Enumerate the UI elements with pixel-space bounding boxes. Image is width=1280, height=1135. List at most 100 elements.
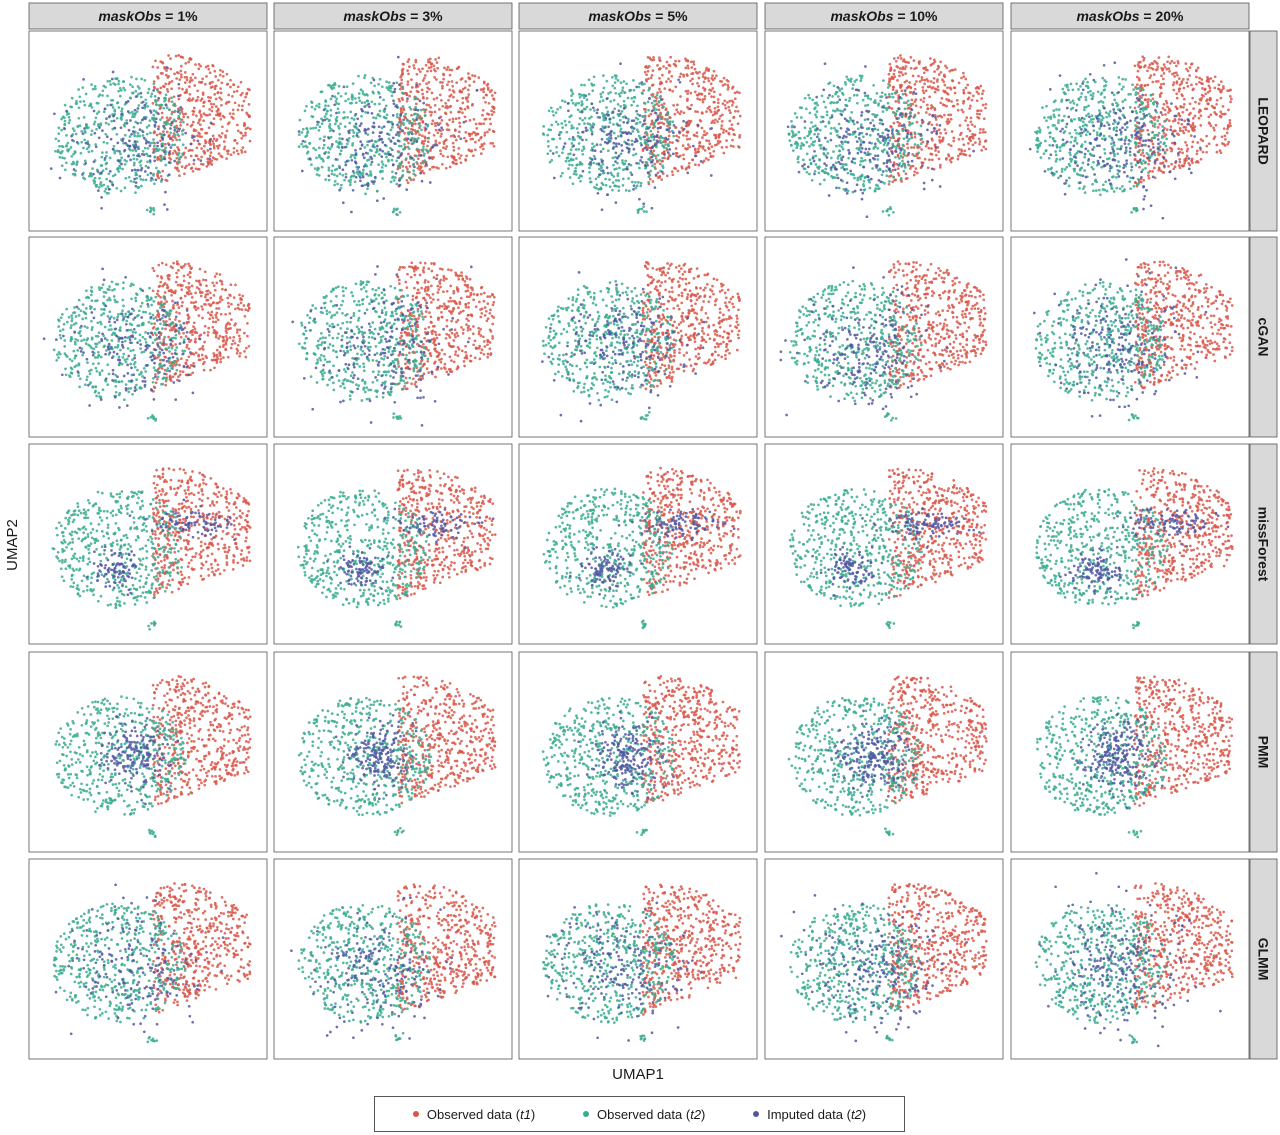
point-observed-t1 — [685, 99, 689, 102]
point-observed-t1 — [425, 82, 428, 86]
point-observed-t1 — [1188, 102, 1192, 106]
point-observed-t2 — [580, 100, 584, 103]
point-observed-t1 — [420, 134, 424, 138]
point-observed-t2 — [120, 109, 123, 113]
point-imputed-t2 — [300, 169, 304, 173]
point-imputed-t2 — [642, 202, 646, 206]
point-imputed-t2 — [368, 105, 371, 109]
point-observed-t2 — [906, 139, 910, 143]
point-observed-t1 — [984, 139, 988, 143]
point-observed-t1 — [179, 69, 183, 73]
point-observed-t1 — [184, 156, 187, 159]
point-observed-t1 — [680, 166, 684, 170]
point-imputed-t2 — [120, 162, 123, 166]
point-observed-t1 — [962, 71, 965, 75]
point-observed-t1 — [723, 103, 727, 107]
point-observed-t2 — [349, 180, 352, 184]
point-observed-t2 — [156, 149, 160, 153]
point-imputed-t2 — [418, 99, 422, 103]
point-observed-t1 — [720, 80, 724, 83]
point-observed-t2 — [831, 95, 834, 98]
point-imputed-t2 — [685, 121, 688, 124]
point-observed-t1 — [1177, 121, 1180, 125]
point-observed-t2 — [395, 182, 399, 186]
point-observed-t1 — [950, 100, 953, 103]
point-observed-t2 — [139, 121, 143, 125]
point-observed-t1 — [468, 119, 472, 122]
point-imputed-t2 — [143, 170, 147, 173]
point-observed-t1 — [959, 133, 962, 137]
point-observed-t2 — [73, 151, 77, 154]
point-observed-t2 — [645, 131, 649, 135]
point-observed-t1 — [1169, 125, 1173, 129]
point-observed-t1 — [645, 79, 648, 83]
point-observed-t1 — [725, 139, 728, 142]
point-observed-t2 — [563, 119, 567, 123]
point-observed-t1 — [1168, 70, 1171, 73]
point-observed-t2 — [369, 163, 373, 166]
point-observed-t2 — [881, 210, 885, 213]
point-observed-t1 — [1171, 83, 1175, 87]
point-observed-t2 — [822, 152, 826, 155]
point-observed-t2 — [122, 80, 125, 83]
point-observed-t1 — [1137, 141, 1140, 145]
point-observed-t2 — [838, 144, 841, 147]
point-observed-t1 — [446, 65, 450, 69]
point-imputed-t2 — [164, 190, 167, 194]
point-observed-t1 — [485, 83, 489, 87]
point-imputed-t2 — [856, 151, 860, 155]
point-observed-t2 — [591, 142, 594, 146]
point-imputed-t2 — [857, 137, 861, 140]
point-observed-t1 — [663, 87, 667, 90]
point-observed-t1 — [1226, 125, 1230, 129]
point-observed-t1 — [437, 56, 441, 60]
point-imputed-t2 — [876, 154, 880, 158]
point-observed-t1 — [182, 112, 185, 116]
point-imputed-t2 — [355, 134, 359, 137]
point-observed-t2 — [903, 166, 907, 169]
point-imputed-t2 — [599, 150, 603, 153]
point-observed-t2 — [594, 177, 598, 181]
point-imputed-t2 — [170, 121, 174, 124]
point-observed-t2 — [623, 104, 627, 107]
point-observed-t2 — [568, 176, 572, 179]
point-imputed-t2 — [797, 170, 801, 174]
point-observed-t2 — [79, 100, 82, 103]
point-observed-t1 — [888, 69, 892, 73]
point-observed-t1 — [1151, 170, 1154, 173]
point-observed-t1 — [400, 78, 404, 82]
point-observed-t1 — [673, 63, 677, 67]
point-observed-t1 — [167, 97, 171, 101]
point-observed-t2 — [815, 110, 819, 113]
point-imputed-t2 — [595, 111, 599, 115]
point-observed-t1 — [652, 55, 655, 59]
point-observed-t2 — [650, 135, 653, 139]
point-observed-t2 — [891, 95, 895, 99]
point-observed-t1 — [717, 108, 721, 112]
point-imputed-t2 — [671, 152, 675, 156]
point-observed-t1 — [451, 141, 455, 145]
point-observed-t2 — [310, 100, 313, 104]
point-imputed-t2 — [926, 140, 930, 144]
point-observed-t2 — [886, 101, 890, 105]
point-observed-t1 — [156, 158, 159, 161]
point-observed-t1 — [1142, 154, 1146, 158]
point-observed-t2 — [886, 106, 890, 110]
point-observed-t2 — [411, 117, 415, 121]
point-observed-t1 — [183, 166, 187, 170]
point-observed-t1 — [651, 69, 655, 72]
point-observed-t1 — [416, 97, 420, 101]
point-observed-t1 — [891, 88, 895, 91]
point-imputed-t2 — [53, 112, 56, 116]
point-observed-t1 — [689, 91, 693, 95]
point-observed-t2 — [316, 123, 319, 127]
point-observed-t2 — [820, 115, 824, 119]
point-observed-t1 — [953, 68, 957, 71]
point-observed-t2 — [54, 137, 58, 141]
point-observed-t1 — [465, 154, 468, 158]
point-observed-t2 — [577, 101, 581, 105]
point-observed-t2 — [839, 109, 842, 113]
point-observed-t2 — [117, 106, 121, 109]
point-observed-t1 — [158, 91, 162, 95]
point-observed-t1 — [1190, 83, 1193, 87]
